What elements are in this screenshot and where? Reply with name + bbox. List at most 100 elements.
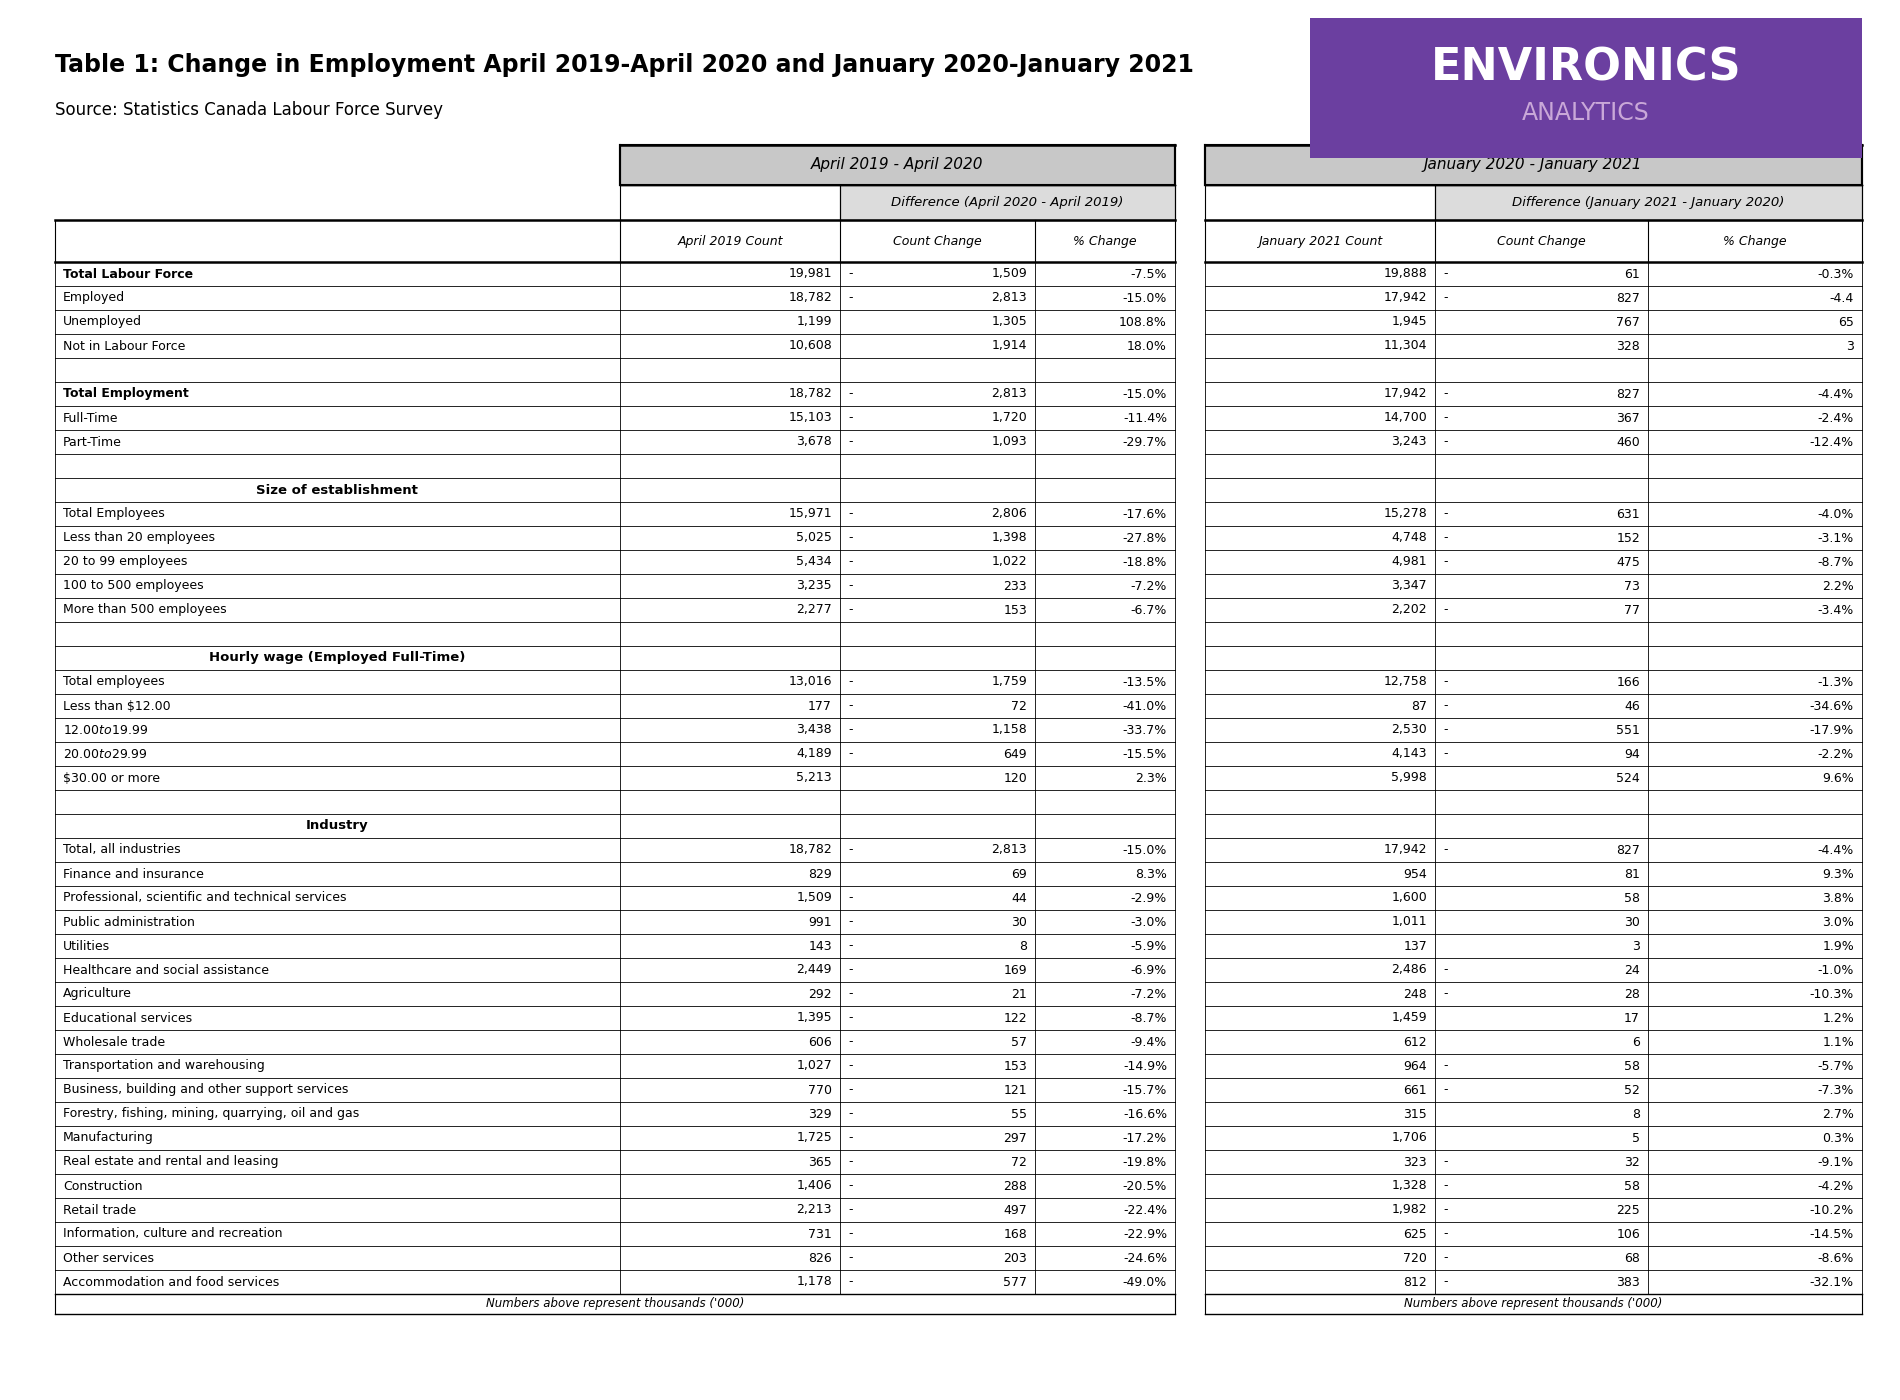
Text: 3,438: 3,438 <box>796 724 832 736</box>
Text: -5.7%: -5.7% <box>1818 1060 1854 1072</box>
Text: -10.3%: -10.3% <box>1809 987 1854 1001</box>
Text: 991: 991 <box>808 916 832 928</box>
Text: -2.2%: -2.2% <box>1818 748 1854 760</box>
Text: 69: 69 <box>1011 868 1028 881</box>
Text: 203: 203 <box>1003 1252 1028 1264</box>
Text: % Change: % Change <box>1074 234 1136 248</box>
Text: -: - <box>847 1131 853 1145</box>
Text: 964: 964 <box>1404 1060 1427 1072</box>
Text: -: - <box>1442 1084 1448 1096</box>
Text: -: - <box>847 1155 853 1169</box>
Text: 21: 21 <box>1011 987 1028 1001</box>
Text: 73: 73 <box>1624 580 1640 592</box>
Text: -: - <box>847 676 853 689</box>
Text: -: - <box>847 1179 853 1193</box>
Text: Construction: Construction <box>63 1179 142 1193</box>
Text: 18,782: 18,782 <box>788 388 832 400</box>
Text: 649: 649 <box>1003 748 1028 760</box>
Bar <box>1205 146 1862 185</box>
Text: 72: 72 <box>1011 1155 1028 1169</box>
Text: 475: 475 <box>1617 556 1640 568</box>
Text: Hourly wage (Employed Full-Time): Hourly wage (Employed Full-Time) <box>209 651 466 665</box>
Text: More than 500 employees: More than 500 employees <box>63 603 226 616</box>
Text: 1,982: 1,982 <box>1391 1204 1427 1217</box>
Text: -: - <box>1442 1275 1448 1288</box>
Text: Utilities: Utilities <box>63 939 110 952</box>
Text: 122: 122 <box>1003 1011 1028 1025</box>
Text: -: - <box>847 388 853 400</box>
Text: -27.8%: -27.8% <box>1123 532 1167 545</box>
Text: 17,942: 17,942 <box>1383 843 1427 857</box>
Text: -3.4%: -3.4% <box>1818 603 1854 616</box>
Text: 1.2%: 1.2% <box>1822 1011 1854 1025</box>
Text: 1,199: 1,199 <box>796 315 832 329</box>
Text: 365: 365 <box>808 1155 832 1169</box>
Text: -: - <box>1442 1060 1448 1072</box>
Text: -: - <box>847 556 853 568</box>
Text: 1,305: 1,305 <box>992 315 1028 329</box>
Text: -14.9%: -14.9% <box>1123 1060 1167 1072</box>
Text: -8.7%: -8.7% <box>1130 1011 1167 1025</box>
Text: 68: 68 <box>1624 1252 1640 1264</box>
Text: 577: 577 <box>1003 1275 1028 1288</box>
Text: 58: 58 <box>1624 1060 1640 1072</box>
Text: ANALYTICS: ANALYTICS <box>1522 101 1649 125</box>
Text: January 2021 Count: January 2021 Count <box>1258 234 1381 248</box>
Text: 2,813: 2,813 <box>992 388 1028 400</box>
Text: Source: Statistics Canada Labour Force Survey: Source: Statistics Canada Labour Force S… <box>55 101 443 119</box>
Text: -: - <box>1442 1179 1448 1193</box>
Text: -: - <box>1442 508 1448 521</box>
Text: 6: 6 <box>1632 1036 1640 1049</box>
Text: -: - <box>1442 1155 1448 1169</box>
Text: -: - <box>847 532 853 545</box>
Text: Numbers above represent thousands ('000): Numbers above represent thousands ('000) <box>486 1298 745 1310</box>
Text: Difference (April 2020 - April 2019): Difference (April 2020 - April 2019) <box>891 196 1123 209</box>
Text: 954: 954 <box>1404 868 1427 881</box>
Text: 3: 3 <box>1847 340 1854 353</box>
Text: -: - <box>847 580 853 592</box>
Text: 770: 770 <box>808 1084 832 1096</box>
Text: 15,278: 15,278 <box>1383 508 1427 521</box>
Text: Real estate and rental and leasing: Real estate and rental and leasing <box>63 1155 279 1169</box>
Text: -: - <box>847 748 853 760</box>
Text: 19,888: 19,888 <box>1383 267 1427 280</box>
Text: 1.9%: 1.9% <box>1822 939 1854 952</box>
Text: Finance and insurance: Finance and insurance <box>63 868 203 881</box>
Text: 143: 143 <box>808 939 832 952</box>
Text: 460: 460 <box>1617 435 1640 448</box>
Text: -9.1%: -9.1% <box>1818 1155 1854 1169</box>
Text: Count Change: Count Change <box>893 234 982 248</box>
Text: Total Employees: Total Employees <box>63 508 165 521</box>
Text: 1.1%: 1.1% <box>1822 1036 1854 1049</box>
Text: -: - <box>1442 700 1448 713</box>
Text: -: - <box>847 987 853 1001</box>
Text: 720: 720 <box>1402 1252 1427 1264</box>
Text: -24.6%: -24.6% <box>1123 1252 1167 1264</box>
Text: 4,189: 4,189 <box>796 748 832 760</box>
Text: 612: 612 <box>1404 1036 1427 1049</box>
Text: 2,813: 2,813 <box>992 291 1028 305</box>
Text: 18,782: 18,782 <box>788 843 832 857</box>
Text: 5: 5 <box>1632 1131 1640 1145</box>
Text: 2,530: 2,530 <box>1391 724 1427 736</box>
Text: Less than $12.00: Less than $12.00 <box>63 700 171 713</box>
Text: 524: 524 <box>1617 771 1640 784</box>
Text: April 2019 - April 2020: April 2019 - April 2020 <box>811 158 984 172</box>
Text: 233: 233 <box>1003 580 1028 592</box>
Text: 551: 551 <box>1617 724 1640 736</box>
Text: 5,213: 5,213 <box>796 771 832 784</box>
Text: 77: 77 <box>1624 603 1640 616</box>
Text: 827: 827 <box>1617 843 1640 857</box>
Text: 8.3%: 8.3% <box>1134 868 1167 881</box>
Text: 625: 625 <box>1404 1228 1427 1240</box>
Text: 57: 57 <box>1011 1036 1028 1049</box>
Text: 58: 58 <box>1624 892 1640 904</box>
Text: 1,914: 1,914 <box>992 340 1028 353</box>
Text: 52: 52 <box>1624 1084 1640 1096</box>
Text: -16.6%: -16.6% <box>1123 1107 1167 1120</box>
Text: Full-Time: Full-Time <box>63 412 118 424</box>
Text: 1,395: 1,395 <box>796 1011 832 1025</box>
Text: 30: 30 <box>1624 916 1640 928</box>
Text: 2,806: 2,806 <box>992 508 1028 521</box>
Text: -: - <box>847 700 853 713</box>
